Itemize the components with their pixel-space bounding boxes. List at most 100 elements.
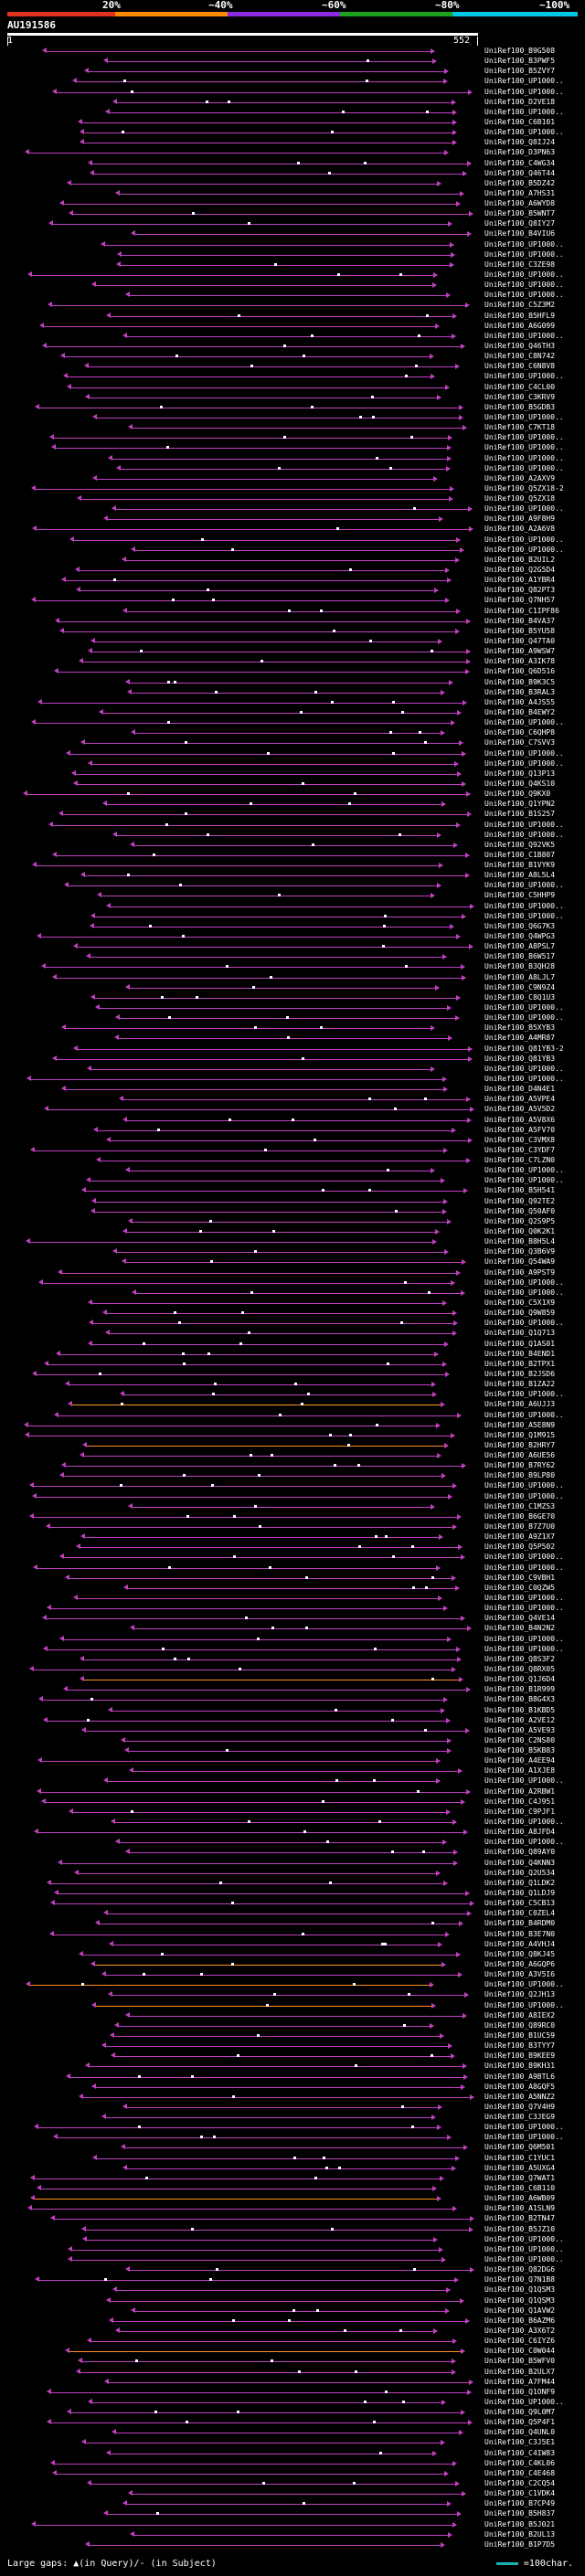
hit-label[interactable]: UniRef100_B5GDB3 [484,402,556,411]
hit-row[interactable]: UniRef100_Q82PT3 [0,586,585,595]
hit-label[interactable]: UniRef100_B3RAL3 [484,687,556,696]
hit-label[interactable]: UniRef100_C3KRV9 [484,392,556,401]
hit-row[interactable]: UniRef100_UP1000.. [0,1776,585,1786]
hit-row[interactable]: UniRef100_UP1000.. [0,108,585,117]
hit-label[interactable]: UniRef100_A5V8X6 [484,1115,556,1124]
hit-label[interactable]: UniRef100_A4JS55 [484,697,556,706]
hit-row[interactable]: UniRef100_UP1000.. [0,1604,585,1613]
hit-label[interactable]: UniRef100_UP1000.. [484,1644,564,1653]
hit-label[interactable]: UniRef100_Q47TA0 [484,637,556,646]
hit-row[interactable]: UniRef100_A1SLN9 [0,2204,585,2213]
hit-row[interactable]: UniRef100_Q9W859 [0,1309,585,1318]
hit-row[interactable]: UniRef100_UP1000.. [0,1492,585,1501]
hit-label[interactable]: UniRef100_UP1000.. [484,1604,564,1613]
hit-label[interactable]: UniRef100_B2HRY7 [484,1440,556,1449]
hit-row[interactable]: UniRef100_B4EWY2 [0,708,585,717]
hit-label[interactable]: UniRef100_B2UIL2 [484,555,556,564]
hit-row[interactable]: UniRef100_A8LJL7 [0,973,585,982]
hit-row[interactable]: UniRef100_B2HRY7 [0,1440,585,1450]
hit-label[interactable]: UniRef100_C1VDK4 [484,2489,556,2498]
hit-row[interactable]: UniRef100_C2NS80 [0,1736,585,1745]
hit-row[interactable]: UniRef100_Q54WA9 [0,1257,585,1267]
hit-row[interactable]: UniRef100_UP1000.. [0,535,585,545]
hit-row[interactable]: UniRef100_A5V5D2 [0,1105,585,1114]
hit-label[interactable]: UniRef100_UP1000.. [484,1390,564,1399]
hit-row[interactable]: UniRef100_A2RBW1 [0,1787,585,1797]
hit-label[interactable]: UniRef100_B5J021 [484,2519,556,2528]
hit-label[interactable]: UniRef100_A1SLN9 [484,2204,556,2213]
hit-row[interactable]: UniRef100_Q9L0M7 [0,2408,585,2417]
hit-label[interactable]: UniRef100_UP1000.. [484,901,564,910]
hit-label[interactable]: UniRef100_Q5ZX18 [484,494,556,504]
hit-label[interactable]: UniRef100_UP1000.. [484,1013,564,1023]
hit-label[interactable]: UniRef100_A1YBR4 [484,576,556,585]
hit-row[interactable]: UniRef100_Q4UNL0 [0,2428,585,2437]
hit-row[interactable]: UniRef100_Q46TH3 [0,342,585,351]
hit-label[interactable]: UniRef100_Q2JH13 [484,1990,556,1999]
hit-label[interactable]: UniRef100_Q8RX05 [484,1664,556,1673]
hit-label[interactable]: UniRef100_Q4KS10 [484,779,556,788]
hit-row[interactable]: UniRef100_C4KL06 [0,2459,585,2468]
hit-label[interactable]: UniRef100_C1YUC1 [484,2153,556,2162]
hit-label[interactable]: UniRef100_B5WNT7 [484,209,556,218]
hit-row[interactable]: UniRef100_Q1YPN2 [0,800,585,809]
hit-label[interactable]: UniRef100_B9LP80 [484,1471,556,1480]
hit-row[interactable]: UniRef100_UP1000.. [0,1481,585,1490]
hit-row[interactable]: UniRef100_UP1000.. [0,759,585,769]
hit-row[interactable]: UniRef100_B5HFL9 [0,312,585,321]
hit-row[interactable]: UniRef100_B7CP49 [0,2499,585,2508]
hit-row[interactable]: UniRef100_B7Z7U0 [0,1522,585,1532]
hit-row[interactable]: UniRef100_A4EE94 [0,1756,585,1765]
hit-row[interactable]: UniRef100_C6N8V8 [0,362,585,371]
hit-label[interactable]: UniRef100_UP1000.. [484,128,564,137]
hit-label[interactable]: UniRef100_UP1000.. [484,77,564,86]
hit-label[interactable]: UniRef100_C5X1X9 [484,1299,556,1307]
hit-label[interactable]: UniRef100_UP1000.. [484,504,564,514]
hit-row[interactable]: UniRef100_B2TN47 [0,2214,585,2223]
hit-row[interactable]: UniRef100_B5XYB3 [0,1023,585,1033]
hit-row[interactable]: UniRef100_C3YDF7 [0,1146,585,1155]
hit-label[interactable]: UniRef100_C7SVV3 [484,738,556,747]
hit-row[interactable]: UniRef100_A5V8X6 [0,1115,585,1125]
hit-row[interactable]: UniRef100_UP1000.. [0,1553,585,1562]
hit-label[interactable]: UniRef100_A1XJE8 [484,1766,556,1776]
hit-label[interactable]: UniRef100_UP1000.. [484,1319,564,1328]
hit-row[interactable]: UniRef100_A5VPE4 [0,1095,585,1104]
hit-row[interactable]: UniRef100_B4END1 [0,1350,585,1359]
hit-label[interactable]: UniRef100_UP1000.. [484,2234,564,2243]
hit-row[interactable]: UniRef100_Q5P502 [0,1542,585,1552]
hit-row[interactable]: UniRef100_Q1LDK2 [0,1879,585,1888]
hit-label[interactable]: UniRef100_A2AXV9 [484,473,556,482]
hit-label[interactable]: UniRef100_Q8S3F2 [484,1654,556,1663]
hit-label[interactable]: UniRef100_A6G099 [484,321,556,330]
hit-label[interactable]: UniRef100_Q9KX0 [484,790,551,799]
hit-row[interactable]: UniRef100_C4CL00 [0,383,585,392]
hit-label[interactable]: UniRef100_Q6M501 [484,2143,556,2152]
hit-label[interactable]: UniRef100_Q9W859 [484,1309,556,1318]
hit-row[interactable]: UniRef100_C6B110 [0,2184,585,2193]
hit-row[interactable]: UniRef100_B8G4X3 [0,1695,585,1704]
hit-label[interactable]: UniRef100_UP1000.. [484,1838,564,1847]
hit-row[interactable]: UniRef100_UP1000.. [0,912,585,921]
hit-label[interactable]: UniRef100_Q89RC0 [484,2020,556,2030]
hit-label[interactable]: UniRef100_UP1000.. [484,1410,564,1419]
hit-row[interactable]: UniRef100_C8N742 [0,352,585,361]
hit-label[interactable]: UniRef100_C9N9Z4 [484,982,556,991]
hit-label[interactable]: UniRef100_A2VE12 [484,1715,556,1724]
hit-row[interactable]: UniRef100_C5Z3M2 [0,301,585,310]
hit-row[interactable]: UniRef100_B5JZ10 [0,2225,585,2234]
hit-row[interactable]: UniRef100_A9BTL6 [0,2072,585,2082]
hit-row[interactable]: UniRef100_UP1000.. [0,718,585,727]
hit-label[interactable]: UniRef100_UP1000.. [484,1002,564,1012]
hit-label[interactable]: UniRef100_Q5ZX18-2 [484,483,564,493]
hit-row[interactable]: UniRef100_UP1000.. [0,1635,585,1644]
hit-label[interactable]: UniRef100_A5NNZ2 [484,2092,556,2101]
hit-row[interactable]: UniRef100_A5FV70 [0,1126,585,1135]
hit-label[interactable]: UniRef100_C0W044 [484,2347,556,2356]
hit-label[interactable]: UniRef100_UP1000.. [484,372,564,381]
hit-label[interactable]: UniRef100_Q1LDJ9 [484,1889,556,1898]
hit-row[interactable]: UniRef100_B4VA37 [0,617,585,626]
hit-label[interactable]: UniRef100_A5V5D2 [484,1105,556,1114]
hit-label[interactable]: UniRef100_B9KEE9 [484,2051,556,2061]
hit-row[interactable]: UniRef100_B9LP80 [0,1471,585,1480]
